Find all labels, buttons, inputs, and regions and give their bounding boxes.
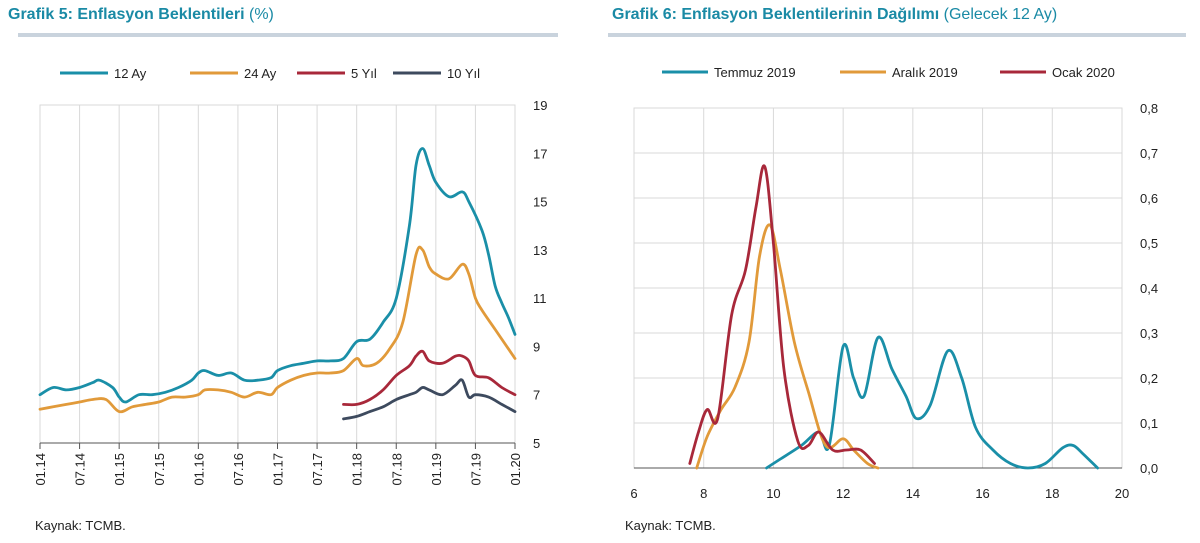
legend-label: 24 Ay [244,66,277,81]
chart-panel-expectation-distribution: Grafik 6: Enflasyon Beklentilerinin Dağı… [600,0,1200,543]
y-tick-label: 0,0 [1140,461,1158,476]
x-tick-label: 14 [906,486,920,501]
chart-panel-inflation-expectations: Grafik 5: Enflasyon Beklentileri (%) 01.… [0,0,590,543]
x-tick-label: 10 [766,486,780,501]
line-chart-svg: 01.14 07.14 01.15 07.15 01.16 07.16 01.17 07.17… [33,66,547,486]
y-tick-label: 0,4 [1140,281,1158,296]
x-tick-label: 8 [700,486,707,501]
x-tick-label: 07.18 [389,453,404,486]
x-tick-label: 07.16 [231,453,246,486]
y-tick-label: 7 [533,388,540,403]
legend-label: 12 Ay [114,66,147,81]
series-line [342,378,517,421]
x-tick-label: 01.17 [271,453,286,486]
chart-source: Kaynak: TCMB. [35,518,126,533]
y-tick-label: 17 [533,146,547,161]
chart-title: Grafik 5: Enflasyon Beklentileri (%) [8,6,274,24]
x-tick-label: 07.17 [310,453,325,486]
x-tick-label: 01.14 [33,453,48,486]
title-rule [608,33,1186,37]
series-line [342,349,517,407]
legend-label: Temmuz 2019 [714,65,796,80]
y-tick-label: 0,1 [1140,416,1158,431]
y-tick-label: 0,8 [1140,101,1158,116]
x-tick-label: 01.16 [191,453,206,486]
y-tick-label: 19 [533,98,547,113]
y-tick-label: 15 [533,195,547,210]
legend-label: Aralık 2019 [892,65,958,80]
series-line [765,335,1099,470]
legend-label: Ocak 2020 [1052,65,1115,80]
x-tick-label: 16 [975,486,989,501]
y-tick-label: 11 [533,291,547,306]
y-tick-label: 5 [533,436,540,451]
series-line [695,223,880,470]
x-tick-label: 01.18 [350,453,365,486]
chart-title: Grafik 6: Enflasyon Beklentilerinin Dağı… [612,6,1057,24]
chart-title-sub: (Gelecek 12 Ay) [943,6,1058,23]
distribution-chart-svg: 6 8 10 12 14 16 18 20 0,0 0,1 0,2 0,3 0,4 0,5 0,6 0,7 0,… [630,65,1158,501]
x-tick-label: 18 [1045,486,1059,501]
series-line [38,245,517,414]
y-tick-label: 0,2 [1140,371,1158,386]
y-tick-label: 0,6 [1140,191,1158,206]
y-tick-label: 0,5 [1140,236,1158,251]
chart-title-main: Grafik 5: Enflasyon Beklentileri [8,6,245,23]
x-tick-label: 07.14 [73,453,88,486]
y-tick-label: 0,3 [1140,326,1158,341]
x-tick-label: 6 [630,486,637,501]
x-tick-label: 07.19 [468,453,483,486]
legend-label: 5 Yıl [351,66,377,81]
series-line [688,164,876,465]
legend-label: 10 Yıl [447,66,480,81]
x-tick-label: 01.20 [508,453,523,486]
y-tick-label: 0,7 [1140,146,1158,161]
chart-source: Kaynak: TCMB. [625,518,716,533]
x-tick-label: 20 [1115,486,1129,501]
chart-title-sub: (%) [248,6,274,23]
x-tick-label: 12 [836,486,850,501]
x-tick-label: 01.15 [112,453,127,486]
y-tick-label: 13 [533,243,547,258]
y-tick-label: 9 [533,339,540,354]
title-rule [18,33,558,37]
series-line [38,147,517,404]
chart-title-main: Grafik 6: Enflasyon Beklentilerinin Dağı… [612,6,940,23]
x-tick-label: 01.19 [429,453,444,486]
x-tick-label: 07.15 [152,453,167,486]
